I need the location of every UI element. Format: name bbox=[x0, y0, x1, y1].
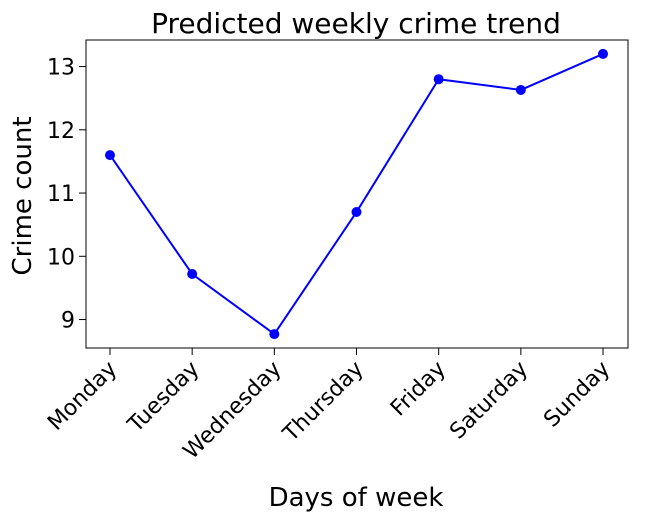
y-tick-label: 12 bbox=[47, 119, 75, 144]
data-point bbox=[105, 150, 115, 161]
data-point bbox=[187, 269, 198, 280]
data-point bbox=[598, 48, 608, 59]
y-tick-label: 11 bbox=[47, 182, 75, 207]
y-axis: 9 10 11 12 13 bbox=[47, 56, 86, 334]
y-axis-label: Crime count bbox=[8, 116, 38, 275]
x-tick-label: Friday bbox=[386, 357, 451, 422]
chart-title: Predicted weekly crime trend bbox=[151, 7, 561, 40]
x-tick-label: Thursday bbox=[278, 357, 369, 448]
plot-area-frame bbox=[85, 39, 629, 349]
data-point bbox=[351, 207, 362, 218]
x-tick-label: Saturday bbox=[445, 357, 533, 445]
x-tick-label: Sunday bbox=[539, 357, 615, 433]
data-point bbox=[433, 74, 444, 85]
x-axis-label: Days of week bbox=[269, 483, 444, 513]
data-point bbox=[269, 329, 280, 340]
y-tick-label: 13 bbox=[47, 56, 75, 81]
y-tick-label: 9 bbox=[61, 309, 75, 334]
x-tick-label: Tuesday bbox=[123, 357, 205, 439]
series-layer bbox=[105, 48, 608, 340]
y-tick-label: 10 bbox=[47, 245, 75, 270]
series-line bbox=[109, 52, 604, 336]
x-tick-label: Monday bbox=[43, 357, 122, 436]
data-point bbox=[515, 84, 526, 95]
